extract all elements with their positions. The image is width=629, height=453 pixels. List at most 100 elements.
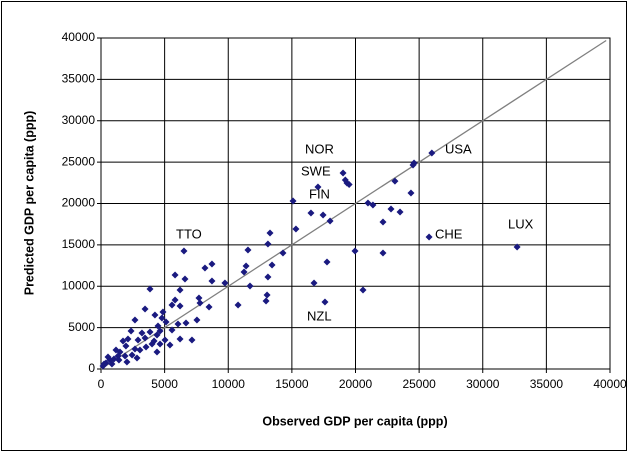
x-tick-label: 15000 [275,377,309,391]
data-point [180,247,188,255]
data-point [119,337,127,345]
y-tick-label: 20000 [62,196,96,210]
data-point [124,335,132,343]
data-point [234,301,242,309]
data-point [208,260,216,268]
data-point [379,218,387,226]
x-tick-label: 10000 [212,377,246,391]
data-point [188,336,196,344]
data-point [339,169,347,177]
annotation: TTO [176,226,202,241]
x-tick-label: 20000 [339,377,373,391]
data-point [115,356,123,364]
data-point [176,302,184,310]
data-point [396,208,404,216]
data-point [359,286,367,294]
annotation: FIN [309,186,330,201]
data-point [319,211,327,219]
data-point [208,277,216,285]
reference-line [100,39,607,370]
x-axis-title: Observed GDP per capita (ppp) [262,414,447,428]
annotation: SWE [301,163,331,178]
x-tick-label: 25000 [402,377,436,391]
data-point [122,342,130,350]
data-point [133,354,141,362]
data-point [221,279,229,287]
x-tick-label: 30000 [466,377,500,391]
y-tick-label: 40000 [62,30,96,44]
annotation: NOR [305,141,334,156]
data-point [193,316,201,324]
data-point [289,197,297,205]
data-point [379,249,387,257]
data-point [138,329,146,337]
data-point [513,243,521,251]
data-point [263,291,271,299]
data-point [158,314,166,322]
data-point [242,262,250,270]
data-point [128,351,136,359]
annotation: USA [445,141,472,156]
data-point [168,326,176,334]
data-point [146,285,154,293]
y-tick-label: 15000 [62,237,96,251]
y-tick-label: 25000 [62,154,96,168]
data-point [410,159,418,167]
data-point [262,297,270,305]
y-tick-label: 30000 [62,113,96,127]
data-point [108,360,116,368]
data-point [131,316,139,324]
data-point [141,334,149,342]
y-tick-label: 10000 [62,278,96,292]
data-point [154,322,162,330]
annotation: NZL [307,308,332,323]
data-point [181,275,189,283]
x-tick-label: 0 [98,377,105,391]
data-point [112,346,120,354]
data-point [201,264,209,272]
data-point [174,320,182,328]
data-point [292,225,300,233]
data-point [246,282,254,290]
y-tick-label: 0 [88,361,95,375]
data-point [141,305,149,313]
data-point [264,240,272,248]
data-point [264,273,272,281]
data-point [171,296,179,304]
data-point [159,308,167,316]
data-point [161,336,169,344]
data-point [345,180,353,188]
data-point [142,343,150,351]
data-point [162,318,170,326]
data-point [369,201,377,209]
x-tick-label: 5000 [151,377,178,391]
data-point [127,327,135,335]
data-point [156,340,164,348]
x-tick-label: 35000 [530,377,564,391]
data-point [323,258,331,266]
data-point [310,279,318,287]
y-axis-title: Predicted GDP per capita (ppp) [22,111,36,296]
data-point [314,183,322,191]
data-point [151,311,159,319]
data-point [171,271,179,279]
data-point [351,247,359,255]
data-point [153,348,161,356]
data-point [166,341,174,349]
data-point [391,177,399,185]
annotation: CHE [435,226,463,241]
data-point [131,345,139,353]
data-point [121,352,129,360]
data-point [266,229,274,237]
data-point [134,336,142,344]
data-point [195,294,203,302]
x-tick-label: 40000 [593,377,627,391]
annotation: LUX [508,216,534,231]
data-point [196,299,204,307]
data-point [205,303,213,311]
data-point [428,149,436,157]
data-point [150,337,158,345]
data-point [104,353,112,361]
data-point [136,346,144,354]
